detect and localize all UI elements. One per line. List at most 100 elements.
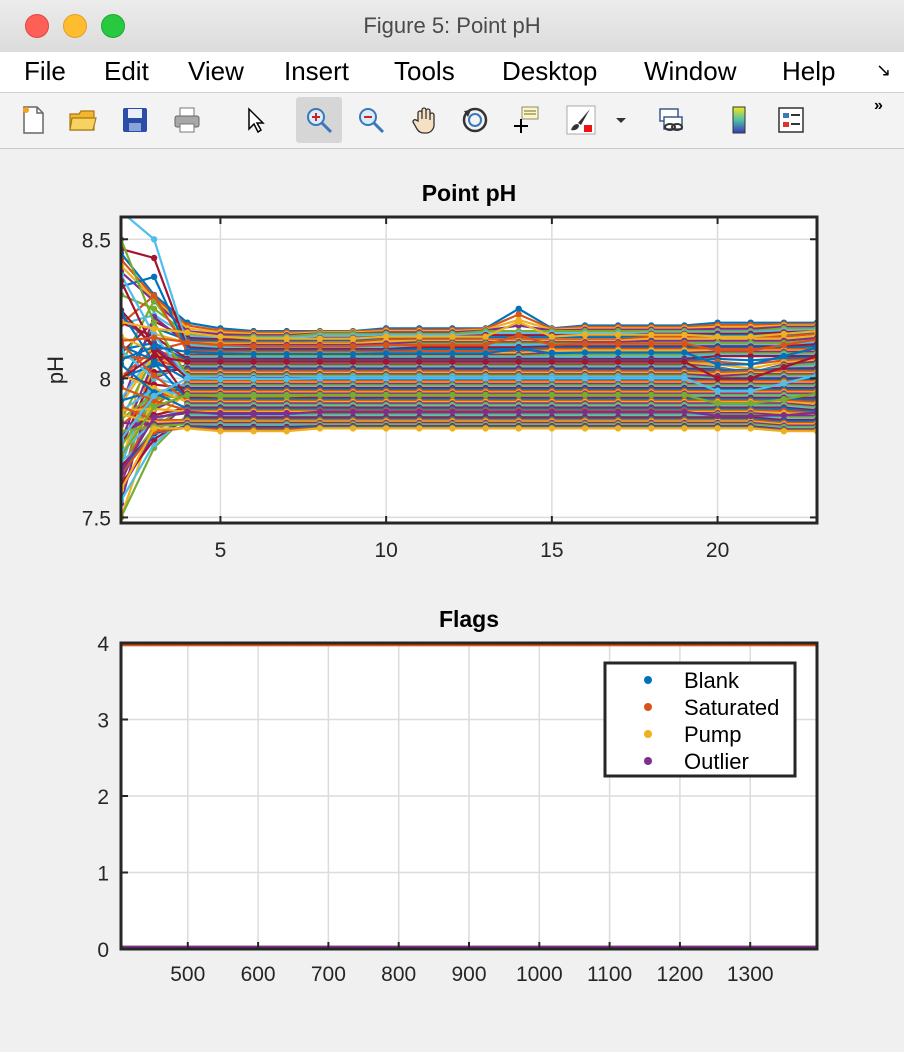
ph-data-point: [515, 391, 522, 399]
title-bar[interactable]: Figure 5: Point pH: [0, 0, 904, 53]
zoom-button[interactable]: [101, 14, 125, 38]
ph-data-point: [581, 340, 589, 347]
ph-x-tick-label: 5: [215, 539, 227, 562]
minimize-button[interactable]: [63, 14, 87, 38]
ph-data-point: [217, 428, 224, 435]
ph-chart-title: Point pH: [422, 180, 517, 206]
flags-y-tick-label: 4: [97, 633, 109, 656]
ph-data-point: [382, 358, 390, 365]
menu-tools[interactable]: Tools: [394, 56, 455, 86]
ph-data-point: [250, 410, 257, 418]
menu-bar: File Edit View Insert Tools Desktop Wind…: [0, 52, 904, 93]
ph-data-point: [382, 350, 390, 357]
ph-series-line: [121, 405, 817, 453]
rotate-3d-icon[interactable]: [452, 97, 498, 143]
ph-data-point: [681, 425, 688, 432]
ph-data-point: [648, 349, 655, 356]
ph-series-line: [121, 414, 817, 502]
link-plot-icon[interactable]: [648, 97, 694, 143]
ph-data-point: [614, 391, 622, 399]
ph-data-point: [349, 350, 357, 358]
ph-data-point: [714, 333, 721, 340]
brush-icon[interactable]: [558, 97, 604, 143]
ph-data-point: [349, 335, 357, 342]
menu-edit[interactable]: Edit: [104, 56, 149, 86]
ph-data-point: [780, 396, 788, 403]
plots-svg: 5 10 15 207.588.5 Point pH pH 500 600 700 800 9…: [43, 180, 820, 986]
ph-series-line: [121, 334, 817, 352]
ph-data-point: [283, 335, 290, 342]
ph-data-point: [548, 408, 556, 415]
brush-dropdown-icon[interactable]: [606, 97, 632, 143]
ph-data-point: [515, 408, 522, 415]
menu-overflow-icon[interactable]: ↘: [876, 60, 892, 80]
ph-data-point: [780, 341, 788, 349]
print-icon[interactable]: [164, 97, 210, 143]
menu-window[interactable]: Window: [644, 56, 737, 86]
ph-data-point: [714, 361, 721, 368]
menu-view[interactable]: View: [188, 56, 244, 86]
ph-data-point: [482, 350, 489, 357]
ph-data-point: [184, 358, 191, 365]
data-cursor-icon[interactable]: [504, 97, 550, 143]
open-file-icon[interactable]: [60, 97, 106, 143]
colorbar-icon[interactable]: [716, 97, 762, 143]
menu-insert[interactable]: Insert: [284, 56, 350, 86]
ph-data-point: [184, 375, 191, 382]
pointer-icon[interactable]: [232, 97, 278, 143]
zoom-out-icon[interactable]: [348, 97, 394, 143]
legend-icon[interactable]: [768, 97, 814, 143]
ph-data-point: [416, 408, 423, 415]
ph-data-point: [150, 359, 158, 367]
ph-data-point: [349, 391, 357, 399]
ph-series-line: [121, 373, 817, 441]
ph-series-line: [121, 406, 817, 435]
ph-data-point: [681, 408, 688, 415]
flags-axes[interactable]: 500 600 700 800 900 1000 1100 1200 1300 0 1 2 3 4 Fla…: [97, 606, 820, 986]
ph-data-point: [747, 347, 754, 354]
ph-series-line: [121, 360, 817, 504]
ph-data-point: [283, 358, 290, 365]
ph-series-line: [121, 391, 817, 518]
figure-canvas[interactable]: 5 10 15 20 7.5 8 8.5 Point pH pH 500 600 700 800 9…: [0, 149, 904, 1052]
ph-data-point: [316, 358, 324, 365]
new-figure-icon[interactable]: [10, 97, 56, 143]
ph-series-line: [121, 416, 817, 485]
ph-data-point: [283, 350, 290, 358]
flags-y-tick-label: 1: [97, 863, 109, 886]
ph-series-line: [121, 352, 817, 421]
ph-data-point: [548, 391, 556, 399]
flags-x-tick-label: 1000: [516, 963, 563, 986]
close-button[interactable]: [25, 14, 49, 38]
legend-label: Pump: [684, 722, 741, 747]
ph-data-point: [283, 410, 290, 418]
menu-help[interactable]: Help: [782, 56, 836, 86]
toolbar-overflow-icon[interactable]: »: [874, 97, 883, 114]
ph-axes[interactable]: 5 10 15 20 7.5 8 8.5 Point pH pH: [43, 180, 820, 562]
ph-data-point: [150, 352, 158, 360]
ph-data-point: [416, 375, 423, 382]
save-icon[interactable]: [112, 97, 158, 143]
ph-data-point: [482, 375, 489, 382]
ph-data-point: [482, 391, 489, 399]
ph-data-point: [184, 339, 191, 346]
flags-x-tick-label: 1300: [727, 963, 774, 986]
ph-data-point: [250, 358, 257, 365]
pan-hand-icon[interactable]: [402, 97, 448, 143]
zoom-in-icon[interactable]: [296, 97, 342, 143]
ph-data-point: [548, 341, 556, 349]
ph-series-line: [121, 280, 817, 399]
flags-y-tick-label: 0: [97, 939, 109, 962]
ph-data-point: [548, 425, 556, 432]
ph-series-line: [121, 405, 817, 424]
ph-data-point: [349, 343, 357, 350]
ph-data-point: [780, 380, 788, 387]
ph-series-line: [121, 374, 817, 390]
ph-data-point: [482, 341, 489, 349]
ph-data-point: [648, 340, 655, 347]
ph-data-point: [250, 428, 257, 435]
ph-series-line: [121, 349, 817, 388]
menu-desktop[interactable]: Desktop: [502, 56, 598, 86]
menu-file[interactable]: File: [24, 56, 66, 86]
